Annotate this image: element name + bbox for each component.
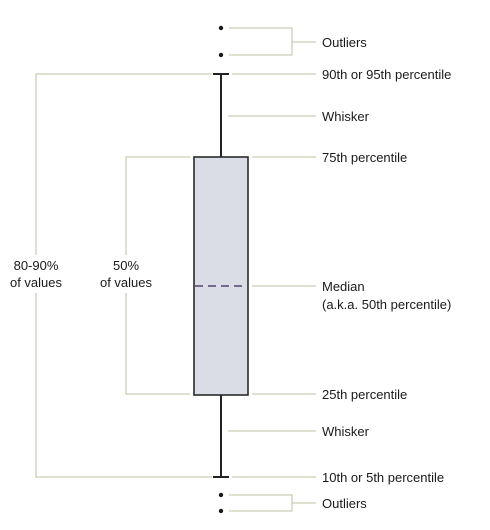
q3-label: 75th percentile (322, 150, 407, 165)
outlier-point (218, 492, 224, 498)
whisker-bottom-label: Whisker (322, 424, 370, 439)
median-sublabel: (a.k.a. 50th percentile) (322, 297, 451, 312)
outliers-top-label: Outliers (322, 35, 367, 50)
inner-range-label-bg (94, 255, 158, 293)
outlier-point (218, 52, 224, 58)
outer-range-label-bg (2, 255, 72, 293)
upper-whisker-end-label: 90th or 95th percentile (322, 67, 451, 82)
interquartile-box (193, 156, 249, 396)
outer-range-sublabel: of values (10, 275, 63, 290)
inner-range-label: 50% (113, 258, 139, 273)
outliers-top-brace (229, 27, 293, 56)
median-label: Median (322, 279, 365, 294)
q1-label: 25th percentile (322, 387, 407, 402)
outer-range-label: 80-90% (14, 258, 59, 273)
outlier-point (218, 25, 224, 31)
lower-whisker-end-label: 10th or 5th percentile (322, 470, 444, 485)
outliers-bottom-label: Outliers (322, 496, 367, 511)
inner-range-sublabel: of values (100, 275, 153, 290)
whisker-top-label: Whisker (322, 109, 370, 124)
outlier-point (218, 508, 224, 514)
outliers-bottom-brace (229, 494, 293, 512)
